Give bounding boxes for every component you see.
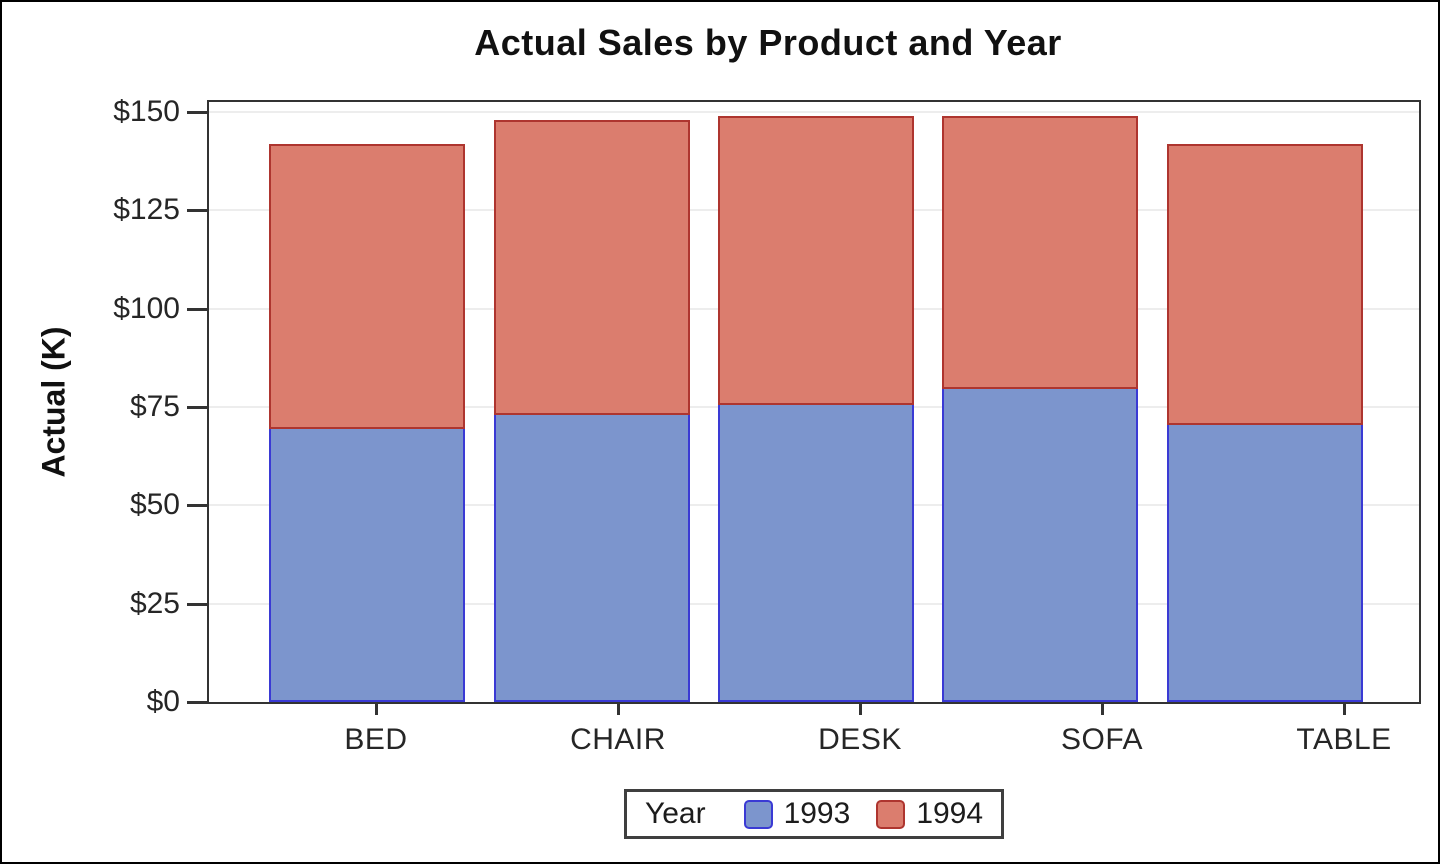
legend-swatch-1993 [743,799,773,829]
y-tick-150 [187,111,208,114]
bar-segment-1994-sofa [942,116,1139,389]
y-tick-125 [187,209,208,213]
x-tick-sofa [1100,704,1104,715]
legend-entries: 1993 1994 [743,797,983,831]
x-tick-table [1342,704,1346,715]
bar-bed [269,144,466,702]
bar-segment-1993-chair [493,415,690,702]
x-axis: BED CHAIR DESK SOFA TABLE [209,704,1438,757]
x-band-table: TABLE [1223,704,1438,757]
y-tick-label-125: $125 [113,193,180,227]
bar-desk [718,116,915,702]
y-tick-75 [187,406,208,409]
bar-band-bed [255,102,479,702]
legend-title: Year [644,797,706,830]
bar-segment-1993-sofa [942,389,1139,702]
x-tick-label-chair: CHAIR [570,723,666,756]
y-tick-label-25: $25 [129,586,180,620]
legend-swatch-1994 [876,799,906,829]
y-tick-100 [187,307,208,311]
x-tick-desk [858,704,862,715]
x-tick-label-table: TABLE [1296,723,1392,756]
bar-band-desk [704,102,928,702]
x-band-sofa: SOFA [981,704,1223,757]
legend-label-1994: 1994 [916,797,984,830]
y-tick-label-50: $50 [129,488,180,522]
legend-entry-1994: 1994 [876,797,983,831]
legend-box: Year 1993 1994 [623,789,1005,839]
plot-area [207,100,1421,704]
x-tick-label-desk: DESK [818,723,902,756]
legend: Year 1993 1994 [209,789,1419,839]
y-tick-50 [187,504,208,508]
y-tick-25 [187,602,208,606]
y-tick-label-100: $100 [113,291,180,325]
legend-entry-1993: 1993 [743,797,851,831]
chart-title: Actual Sales by Product and Year [474,22,1062,63]
bar-band-table [1153,102,1377,702]
x-tick-bed [374,704,378,715]
x-tick-chair [616,704,620,715]
x-tick-label-sofa: SOFA [1060,723,1144,756]
x-band-desk: DESK [739,704,981,757]
bar-band-sofa [928,102,1152,702]
y-tick-label-75: $75 [129,390,180,423]
bar-table [1166,144,1363,702]
bar-segment-1993-bed [269,429,466,702]
y-tick-label-150: $150 [113,95,180,128]
bar-segment-1994-table [1166,144,1363,425]
bar-segment-1994-desk [718,116,915,405]
bar-band-chair [479,102,703,702]
x-tick-label-bed: BED [344,723,408,756]
bar-segment-1994-bed [269,144,466,429]
x-band-bed: BED [255,704,497,757]
x-band-chair: CHAIR [497,704,739,757]
legend-label-1993: 1993 [783,797,851,830]
bar-segment-1993-table [1166,425,1363,702]
bar-segment-1993-desk [718,405,915,702]
bar-chair [493,120,690,702]
bar-segment-1994-chair [493,120,690,415]
bar-sofa [942,116,1139,702]
gridline-150 [209,111,1419,113]
bars-container [209,102,1419,702]
y-tick-label-0: $0 [146,685,180,718]
y-tick-0 [187,701,208,704]
